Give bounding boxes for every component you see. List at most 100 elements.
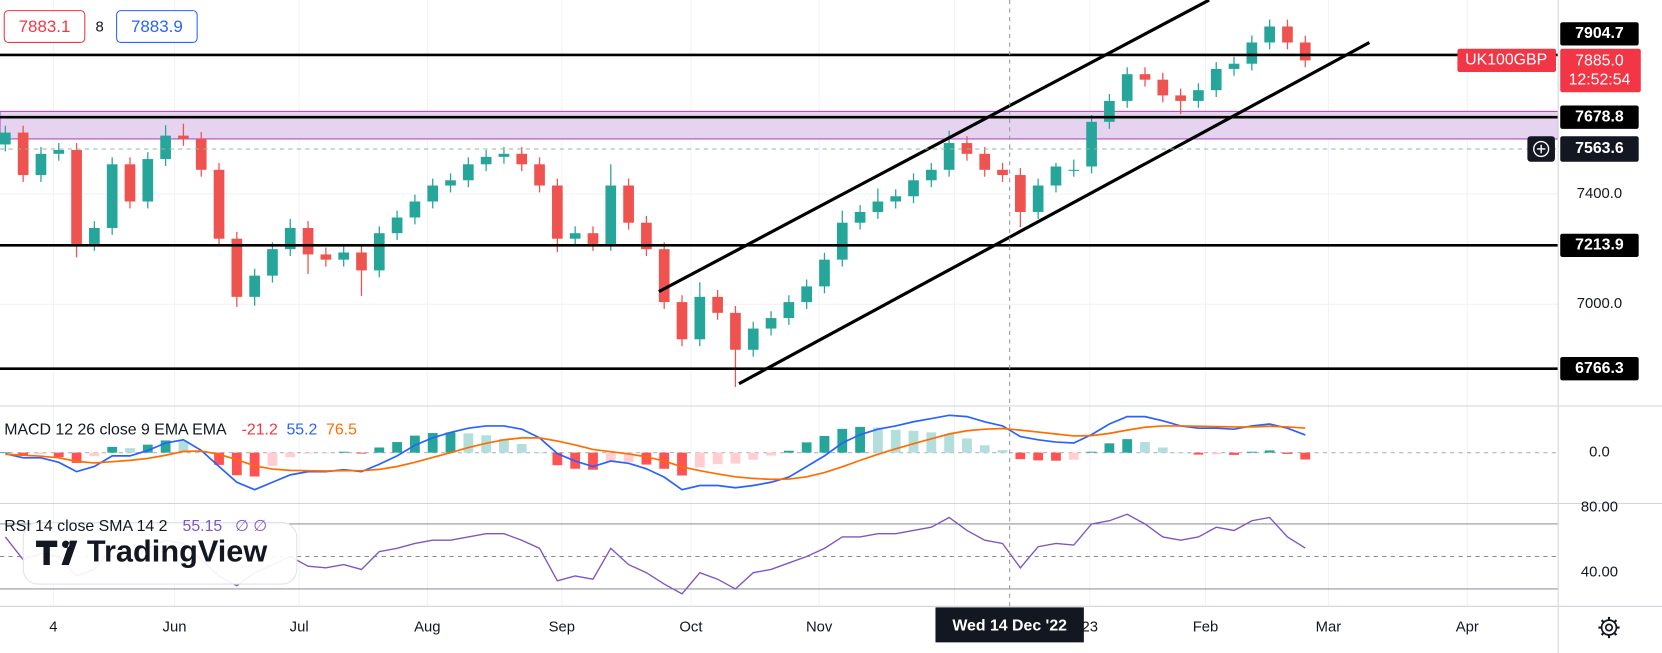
candle-body: [35, 153, 47, 176]
candle-body: [178, 135, 189, 139]
rsi-tick-label: 80.00: [1581, 500, 1618, 516]
ask-price: 7883.9: [131, 17, 183, 36]
bid-price: 7883.1: [19, 17, 71, 36]
candle-body: [1175, 95, 1186, 101]
y-tick-label: 7400.0: [1577, 186, 1622, 202]
watermark: TradingView: [22, 522, 298, 585]
candle-body: [445, 180, 456, 186]
macd-histogram-bar: [463, 433, 474, 453]
overlay-layer: 4 Jun Jul Aug Sep Oct Nov 23 Feb Mar Apr 7000.0 7400…: [49, 0, 1641, 643]
symbol-tag: [1457, 48, 1557, 73]
macd-histogram-bar: [641, 452, 652, 465]
macd-histogram-bar: [766, 452, 776, 456]
macd-histogram-bar: [801, 442, 812, 453]
candle-body: [1139, 74, 1151, 80]
candle-body: [801, 286, 813, 303]
macd-histogram-bar: [499, 438, 509, 453]
rsi-tick-label: 40.00: [1581, 565, 1618, 581]
macd-histogram-bar: [997, 450, 1008, 453]
candle-body: [997, 169, 1008, 176]
candle-body: [890, 196, 902, 202]
trend-channel-line: [658, 0, 1210, 294]
last-price-box: [1560, 48, 1641, 93]
macd-histogram-bar: [516, 443, 527, 453]
candle-body: [267, 249, 278, 276]
watermark-text: TradingView: [87, 533, 267, 568]
macd-histogram-bar: [677, 452, 687, 476]
candle-body: [142, 159, 154, 202]
candle-body: [427, 185, 439, 202]
candle-body: [249, 275, 260, 297]
macd-histogram-bar: [53, 452, 64, 458]
horizontal-line-label: 6766.3: [1575, 360, 1624, 377]
rsi-title: RSI 14 close SMA 14 2: [4, 518, 167, 535]
candle-body: [552, 185, 563, 239]
x-tick-label: Jun: [163, 619, 187, 635]
x-tick-label: Nov: [806, 619, 833, 635]
rsi-legend: RSI 14 close SMA 14 2 55.15 ∅ ∅: [4, 518, 267, 535]
indicator-layer: [0, 414, 1311, 595]
gear-hub: [1604, 623, 1614, 632]
macd-histogram-bar: [534, 452, 545, 454]
rsi-value: 55.15: [183, 518, 223, 535]
crosshair-price-box: [1560, 136, 1639, 162]
signal-line: [5, 425, 1306, 481]
macd-histogram-bar: [356, 452, 367, 454]
x-tick-label: 4: [49, 619, 57, 635]
macd-histogram-bar: [338, 451, 349, 453]
trend-channel-line: [738, 41, 1371, 386]
candle-body: [160, 135, 171, 160]
candle-body: [908, 180, 919, 197]
macd-histogram-bar: [890, 429, 901, 453]
macd-histogram-bar: [285, 452, 296, 458]
x-tick-label: Oct: [679, 619, 703, 635]
horizontal-line-label: 7213.9: [1575, 237, 1624, 254]
candle-body: [712, 296, 723, 313]
macd-histogram-bar: [1264, 450, 1275, 453]
candle-body: [1264, 26, 1275, 43]
candle-body: [17, 132, 29, 176]
macd-histogram-bar: [249, 452, 260, 477]
candle-body: [979, 153, 991, 170]
x-tick-label: Feb: [1193, 619, 1219, 635]
candle-body: [53, 149, 65, 154]
macd-histogram-bar: [979, 445, 990, 453]
macd-histogram-bar: [0, 452, 11, 453]
macd-histogram-bar: [392, 442, 402, 453]
candle-body: [409, 201, 421, 218]
macd-histogram-bar: [1246, 451, 1257, 453]
candle-body: [730, 312, 741, 350]
macd-histogram-bar: [125, 448, 135, 453]
macd-histogram-bar: [872, 427, 883, 453]
last-price-label: 7885.0: [1575, 53, 1624, 70]
x-tick-label: 23: [1082, 619, 1099, 635]
macd-histogram-bar: [267, 452, 278, 466]
candle-body: [658, 249, 670, 303]
candle-body: [534, 164, 545, 186]
macd-histogram-bar: [605, 452, 616, 462]
candle-body: [587, 233, 599, 244]
candle-body: [231, 238, 243, 297]
candle-body: [1157, 79, 1169, 96]
macd-histogram-bar: [1015, 452, 1026, 460]
candle-body: [71, 149, 82, 244]
candle-body: [836, 222, 848, 260]
x-tick-label: Aug: [414, 619, 440, 635]
rsi-sma-value: ∅ ∅: [235, 518, 267, 535]
y-tick-label: 7000.0: [1577, 296, 1622, 312]
candle-body: [1104, 100, 1115, 122]
ask-box[interactable]: [116, 10, 198, 43]
watermark-logo: [36, 540, 78, 565]
bid-box[interactable]: [3, 10, 86, 43]
settings-icon[interactable]: [1598, 616, 1620, 639]
macd-histogram-bar: [107, 446, 118, 453]
macd-histogram-bar: [1033, 452, 1044, 461]
macd-histogram-bar: [837, 428, 848, 453]
candle-body: [819, 259, 830, 287]
macd-histogram-bar: [1300, 452, 1311, 460]
x-tick-label: Mar: [1316, 619, 1342, 635]
candle-body: [1032, 185, 1044, 212]
macd-histogram-bar: [694, 452, 705, 468]
macd-histogram-bar: [1175, 452, 1186, 454]
